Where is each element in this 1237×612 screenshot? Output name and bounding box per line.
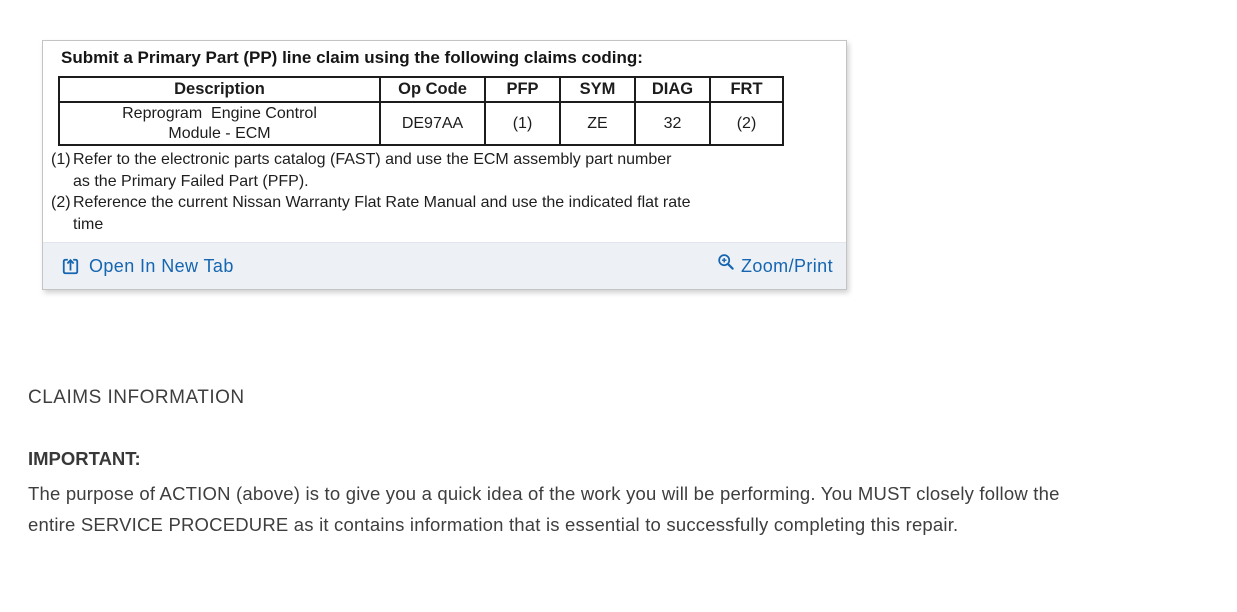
table-header-row: Description Op Code PFP SYM DIAG FRT xyxy=(58,76,784,103)
footnote-2-text: Reference the current Nissan Warranty Fl… xyxy=(73,192,832,235)
footnote-2: (2) Reference the current Nissan Warrant… xyxy=(51,192,832,235)
important-paragraph-line-1: The purpose of ACTION (above) is to give… xyxy=(28,483,1060,504)
claims-document-image: Submit a Primary Part (PP) line claim us… xyxy=(43,41,846,242)
footnote-1: (1) Refer to the electronic parts catalo… xyxy=(51,149,832,192)
cell-sym: ZE xyxy=(559,101,636,146)
cell-diag: 32 xyxy=(634,101,711,146)
claims-coding-title: Submit a Primary Part (PP) line claim us… xyxy=(61,48,643,67)
zoom-print-link[interactable]: Zoom/Print xyxy=(717,254,833,277)
cell-pfp: (1) xyxy=(484,101,561,146)
col-header-description: Description xyxy=(58,76,381,103)
open-in-new-tab-icon xyxy=(62,258,79,274)
footnote-2-line-2: time xyxy=(73,215,104,233)
cell-op-code: DE97AA xyxy=(379,101,486,146)
open-in-new-tab-label: Open In New Tab xyxy=(89,255,234,276)
description-line-2: Module - ECM xyxy=(168,124,271,142)
footnote-1-line-1: Refer to the electronic parts catalog (F… xyxy=(73,151,672,168)
cell-frt: (2) xyxy=(709,101,784,146)
open-in-new-tab-link[interactable]: Open In New Tab xyxy=(61,256,234,277)
viewer-toolbar: Open In New Tab Zoom/Print xyxy=(43,242,846,289)
claims-coding-card: Submit a Primary Part (PP) line claim us… xyxy=(42,40,847,290)
footnote-1-line-2: as the Primary Failed Part (PFP). xyxy=(73,172,309,190)
claims-information-section: CLAIMS INFORMATION IMPORTANT: The purpos… xyxy=(28,388,1213,540)
important-paragraph-line-2: entire SERVICE PROCEDURE as it contains … xyxy=(28,514,959,535)
zoom-print-label: Zoom/Print xyxy=(740,255,833,276)
important-paragraph: The purpose of ACTION (above) is to give… xyxy=(28,478,1213,540)
description-line-1: Reprogram Engine Control xyxy=(122,104,317,122)
col-header-op-code: Op Code xyxy=(379,76,486,103)
col-header-diag: DIAG xyxy=(634,76,711,103)
claims-information-heading: CLAIMS INFORMATION xyxy=(28,387,245,408)
important-label: IMPORTANT: xyxy=(28,448,141,469)
footnote-1-text: Refer to the electronic parts catalog (F… xyxy=(73,149,832,192)
claims-coding-table: Description Op Code PFP SYM DIAG FRT Rep… xyxy=(58,76,784,146)
footnote-1-marker: (1) xyxy=(51,151,71,168)
zoom-magnifier-icon xyxy=(718,254,734,270)
footnote-2-marker: (2) xyxy=(51,194,71,211)
col-header-pfp: PFP xyxy=(484,76,561,103)
cell-description: Reprogram Engine Control Module - ECM xyxy=(58,101,381,146)
col-header-sym: SYM xyxy=(559,76,636,103)
footnote-2-line-1: Reference the current Nissan Warranty Fl… xyxy=(73,194,691,211)
table-row: Reprogram Engine Control Module - ECM DE… xyxy=(58,101,784,146)
col-header-frt: FRT xyxy=(709,76,784,103)
footnotes: (1) Refer to the electronic parts catalo… xyxy=(51,149,832,235)
